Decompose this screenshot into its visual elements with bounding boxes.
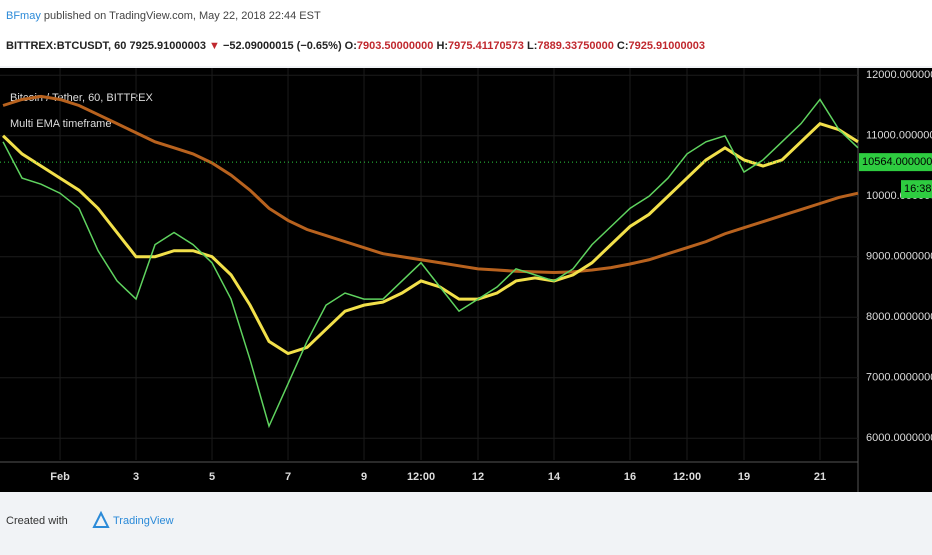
y-tick-label: 6000.00000000 xyxy=(866,432,932,444)
symbol: BITTREX:BTCUSDT, 60 xyxy=(6,40,126,52)
low: 7889.33750000 xyxy=(537,40,613,52)
series-line xyxy=(2,94,859,274)
y-tick-label: 7000.00000000 xyxy=(866,372,932,384)
open-label: O: xyxy=(345,40,357,52)
open: 7903.50000000 xyxy=(357,40,433,52)
x-tick-label: 16 xyxy=(624,471,636,483)
high-label: H: xyxy=(436,40,448,52)
quote-line: BITTREX:BTCUSDT, 60 7925.91000003 ▼ −52.… xyxy=(6,40,705,52)
x-tick-label: 12:00 xyxy=(673,471,701,483)
x-tick-label: 9 xyxy=(361,471,367,483)
x-tick-label: 3 xyxy=(133,471,139,483)
x-tick-label: 12:00 xyxy=(407,471,435,483)
series-line xyxy=(2,121,859,356)
x-tick-label: 7 xyxy=(285,471,291,483)
published: published on TradingView.com, May 22, 20… xyxy=(41,10,321,22)
x-tick-label: 21 xyxy=(814,471,826,483)
header-bg xyxy=(0,0,932,66)
x-tick-label: 5 xyxy=(209,471,215,483)
y-tick-label: 9000.00000000 xyxy=(866,251,932,263)
last: 7925.91000003 xyxy=(129,40,205,52)
study-label: Multi EMA timeframe xyxy=(10,118,111,130)
brand[interactable]: TradingView xyxy=(113,515,174,527)
created-with: Created with xyxy=(6,515,68,527)
x-tick-label: 14 xyxy=(548,471,561,483)
change: −52.09000015 (−0.65%) xyxy=(223,40,342,52)
arrow: ▼ xyxy=(209,40,220,52)
close: 7925.91000003 xyxy=(629,40,705,52)
series-label: Bitcoin / Tether, 60, BITTREX xyxy=(10,92,154,104)
y-tick-label: 12000.00000000 xyxy=(866,69,932,81)
x-tick-label: Feb xyxy=(50,471,70,483)
series-line xyxy=(2,98,859,429)
high: 7975.41170573 xyxy=(448,40,524,52)
low-label: L: xyxy=(527,40,537,52)
countdown: 16:38 xyxy=(904,183,932,195)
chart-bg xyxy=(0,68,932,492)
y-tick-label: 11000.00000000 xyxy=(866,130,932,142)
x-tick-label: 19 xyxy=(738,471,750,483)
last-price-label: 10564.00000000 xyxy=(862,156,932,168)
close-label: C: xyxy=(617,40,629,52)
y-tick-label: 8000.00000000 xyxy=(866,311,932,323)
publish-line: BFmay published on TradingView.com, May … xyxy=(6,10,321,22)
footer: Created with TradingView xyxy=(6,510,174,528)
countdown-tag xyxy=(901,180,932,199)
last-price-tag xyxy=(859,153,932,172)
logo xyxy=(92,510,110,528)
x-tick-label: 12 xyxy=(472,471,484,483)
author[interactable]: BFmay xyxy=(6,10,41,22)
